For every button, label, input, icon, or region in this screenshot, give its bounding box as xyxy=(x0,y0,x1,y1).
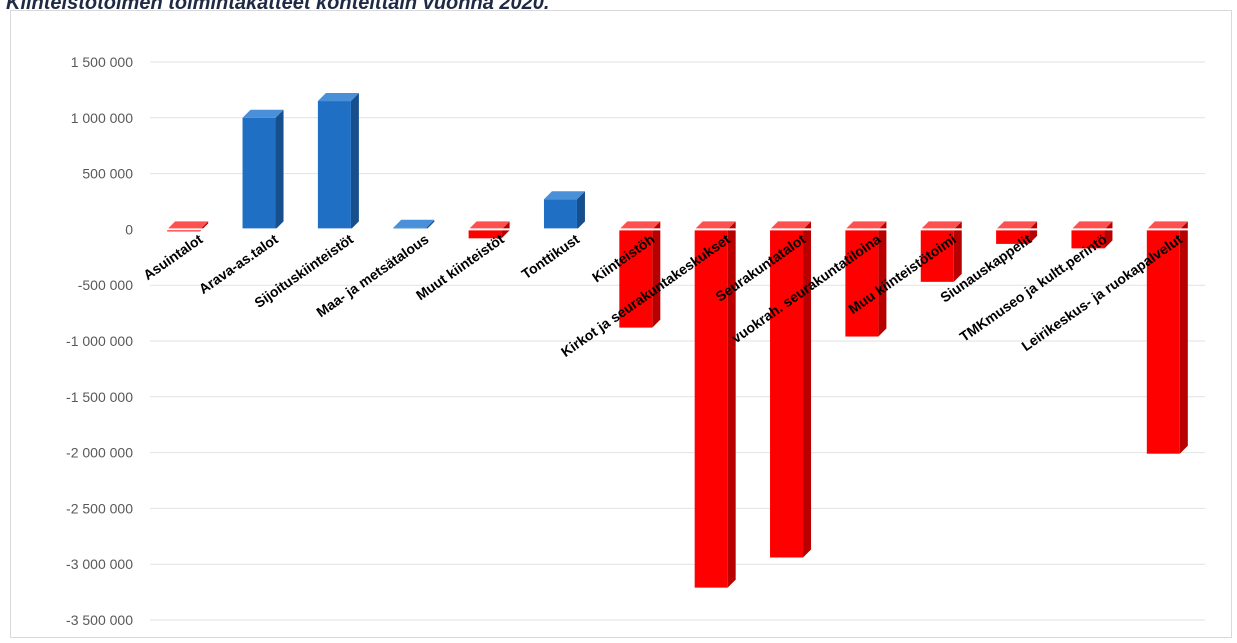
bars xyxy=(167,93,1188,588)
bar-top xyxy=(996,221,1038,230)
y-tick-label: -1 000 000 xyxy=(66,333,133,349)
bar-top xyxy=(468,221,510,230)
bar xyxy=(920,221,962,282)
bar-front xyxy=(845,229,879,337)
bar xyxy=(393,219,435,230)
y-axis-tick-labels: 1 500 000 1 000 000 500 000 0 -500 000 -1 000… xyxy=(66,54,133,628)
bar-top xyxy=(317,93,359,102)
bar-front xyxy=(694,229,728,588)
bar xyxy=(242,109,284,230)
y-tick-label: -1 500 000 xyxy=(66,389,133,405)
bar-top xyxy=(242,109,284,118)
y-tick-label: 1 500 000 xyxy=(71,54,133,70)
bar-top xyxy=(920,221,962,230)
bar xyxy=(317,93,359,230)
bar xyxy=(1071,221,1113,249)
category-label: TMKmuseo ja kultt.perintö xyxy=(957,231,1110,345)
bar-side xyxy=(953,221,962,282)
bar-top xyxy=(1071,221,1113,230)
bar-front xyxy=(619,229,653,328)
bar-front xyxy=(242,117,276,230)
bar-side xyxy=(350,93,359,230)
bar-side xyxy=(1104,221,1113,249)
bar-top xyxy=(543,191,585,200)
bar-front xyxy=(996,229,1030,244)
y-tick-label: 500 000 xyxy=(82,166,133,182)
bar-side xyxy=(275,109,284,230)
bar-front xyxy=(1146,229,1180,454)
bar xyxy=(996,221,1038,244)
y-tick-label: -3 500 000 xyxy=(66,612,133,628)
y-tick-label: -500 000 xyxy=(78,277,133,293)
y-tick-label: 0 xyxy=(125,221,133,237)
gridlines xyxy=(150,61,1205,621)
bar xyxy=(770,221,812,558)
bar-side xyxy=(576,191,585,230)
y-tick-label: -2 000 000 xyxy=(66,445,133,461)
category-label: Asuintalot xyxy=(140,231,206,284)
bar-front xyxy=(468,229,502,239)
bar-top xyxy=(167,221,209,230)
bar-side xyxy=(652,221,661,328)
y-tick-label: -2 500 000 xyxy=(66,500,133,516)
bar-top xyxy=(694,221,736,230)
bar xyxy=(694,221,736,588)
bar xyxy=(619,221,661,328)
bar-front xyxy=(920,229,954,282)
bar xyxy=(845,221,887,337)
bar-top xyxy=(770,221,812,230)
bar-side xyxy=(727,221,736,588)
bar-side xyxy=(1029,221,1038,244)
bar-top xyxy=(393,219,435,228)
bar-side xyxy=(803,221,812,558)
bar-side xyxy=(878,221,887,337)
y-tick-label: 1 000 000 xyxy=(71,110,133,126)
category-label: Tonttikust xyxy=(518,231,582,283)
bar xyxy=(1146,221,1188,454)
bar xyxy=(543,191,585,230)
bar-front xyxy=(543,199,577,230)
bar-top xyxy=(1146,221,1188,230)
bar-front xyxy=(1071,229,1105,249)
bar-top xyxy=(845,221,887,230)
y-tick-label: -3 000 000 xyxy=(66,556,133,572)
bar-side xyxy=(426,219,435,230)
bar-top xyxy=(619,221,661,230)
bar-front xyxy=(770,229,804,558)
bar-side xyxy=(1179,221,1188,454)
bar-front xyxy=(317,101,351,230)
